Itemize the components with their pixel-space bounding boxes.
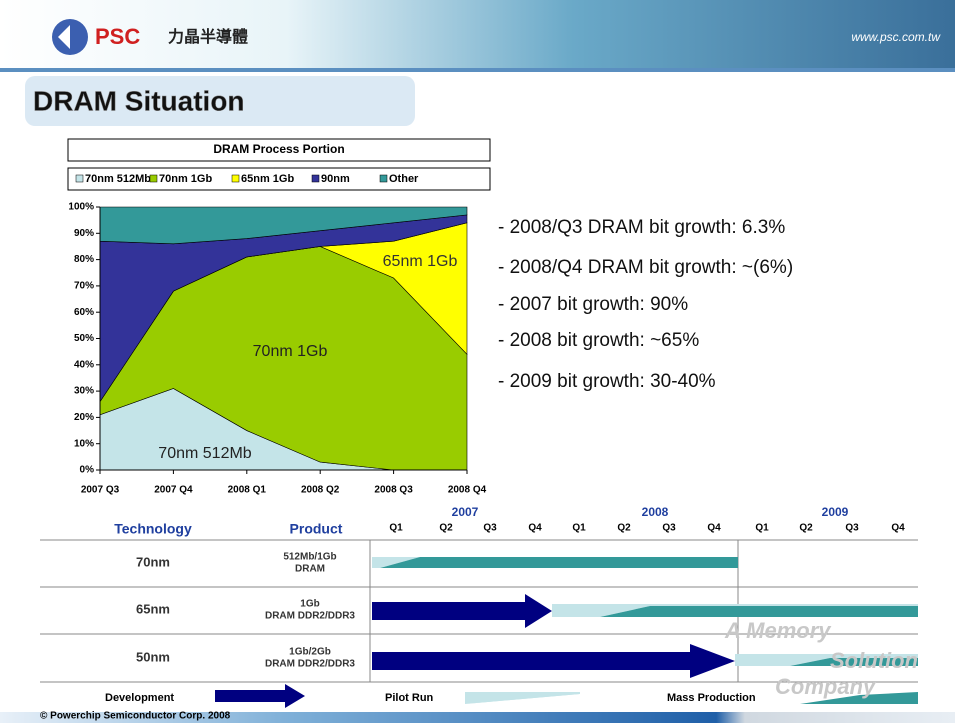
mass-bar	[380, 557, 738, 568]
year: 2009	[822, 505, 849, 519]
header-rule	[0, 68, 955, 72]
legend-swatch	[150, 175, 157, 182]
annotation: 70nm 512Mb	[158, 445, 251, 462]
dev-arrow	[372, 594, 552, 628]
product: 512Mb/1Gb	[283, 552, 336, 563]
annotation: 70nm 1Gb	[253, 343, 328, 360]
x-tick-label: 2007 Q4	[154, 485, 193, 496]
y-tick-label: 90%	[74, 228, 94, 239]
chart-title: DRAM Process Portion	[213, 142, 344, 156]
header-band	[0, 0, 955, 68]
watermark: A Memory	[724, 618, 832, 643]
company-name: 力晶半導體	[168, 27, 248, 46]
legend-label: Other	[389, 173, 419, 185]
y-tick-label: 10%	[74, 438, 94, 449]
product: DRAM	[295, 564, 325, 575]
product: 1Gb/2Gb	[289, 647, 331, 658]
quarter: Q2	[799, 523, 813, 534]
chart: 0% 10% 20% 30% 40% 50% 60% 70% 80% 90% 100% 2007 Q3…	[68, 173, 486, 496]
watermark: Solution	[830, 648, 918, 673]
legend-label: 90nm	[321, 173, 350, 185]
legend-label: 65nm 1Gb	[241, 173, 294, 185]
year: 2008	[642, 505, 669, 519]
header-url: www.psc.com.tw	[851, 30, 941, 44]
roadmap-legend: Mass Production	[667, 692, 756, 704]
x-tick-label: 2008 Q2	[301, 485, 340, 496]
bullet: - 2008/Q4 DRAM bit growth: ~(6%)	[498, 257, 793, 278]
technology: 65nm	[136, 601, 170, 616]
dev-arrow	[372, 644, 735, 678]
y-tick-label: 40%	[74, 359, 94, 370]
y-tick-label: 20%	[74, 412, 94, 423]
logo-text: PSC	[95, 24, 140, 49]
quarter: Q4	[707, 523, 721, 534]
quarter: Q1	[389, 523, 403, 534]
quarter: Q3	[483, 523, 497, 534]
bullet: - 2008/Q3 DRAM bit growth: 6.3%	[498, 217, 785, 238]
y-tick-label: 80%	[74, 254, 94, 265]
x-tick-label: 2008 Q1	[228, 485, 267, 496]
quarter: Q4	[528, 523, 542, 534]
quarter: Q2	[617, 523, 631, 534]
technology: 50nm	[136, 649, 170, 664]
quarter: Q1	[572, 523, 586, 534]
mass-bar	[600, 606, 918, 617]
quarter: Q3	[662, 523, 676, 534]
quarter: Q3	[845, 523, 859, 534]
slide: PSC 力晶半導體 www.psc.com.tw DRAM Situation …	[0, 0, 955, 723]
x-tick-label: 2007 Q3	[81, 485, 120, 496]
legend-swatch	[76, 175, 83, 182]
bullet-list: - 2008/Q3 DRAM bit growth: 6.3% - 2008/Q4…	[498, 217, 793, 392]
bullet: - 2007 bit growth: 90%	[498, 294, 688, 315]
product: DRAM DDR2/DDR3	[265, 611, 355, 622]
y-tick-label: 100%	[68, 202, 94, 213]
bullet: - 2009 bit growth: 30-40%	[498, 371, 716, 392]
roadmap-legend: Pilot Run	[385, 692, 434, 704]
year: 2007	[452, 505, 479, 519]
x-tick-label: 2008 Q3	[374, 485, 413, 496]
product: 1Gb	[300, 599, 319, 610]
y-tick-label: 30%	[74, 386, 94, 397]
technology: 70nm	[136, 554, 170, 569]
annotation: 65nm 1Gb	[383, 253, 458, 270]
roadmap-legend: Development	[105, 692, 174, 704]
col-header: Technology	[114, 521, 192, 537]
y-tick-label: 0%	[80, 465, 95, 476]
bullet: - 2008 bit growth: ~65%	[498, 330, 699, 351]
col-header: Product	[290, 521, 343, 537]
product: DRAM DDR2/DDR3	[265, 659, 355, 670]
x-tick-label: 2008 Q4	[448, 485, 487, 496]
slide-title: DRAM Situation	[33, 85, 245, 116]
legend-swatch	[232, 175, 239, 182]
quarter: Q4	[891, 523, 905, 534]
legend-label: 70nm 1Gb	[159, 173, 212, 185]
y-tick-label: 50%	[74, 333, 94, 344]
footer: © Powerchip Semiconductor Corp. 2008	[40, 711, 231, 722]
legend-swatch	[380, 175, 387, 182]
legend-swatch	[312, 175, 319, 182]
legend-label: 70nm 512Mb	[85, 173, 151, 185]
quarter: Q2	[439, 523, 453, 534]
y-tick-label: 70%	[74, 281, 94, 292]
watermark: Company	[775, 674, 877, 699]
quarter: Q1	[755, 523, 769, 534]
y-tick-label: 60%	[74, 307, 94, 318]
legend-dev-arrow	[215, 684, 305, 708]
